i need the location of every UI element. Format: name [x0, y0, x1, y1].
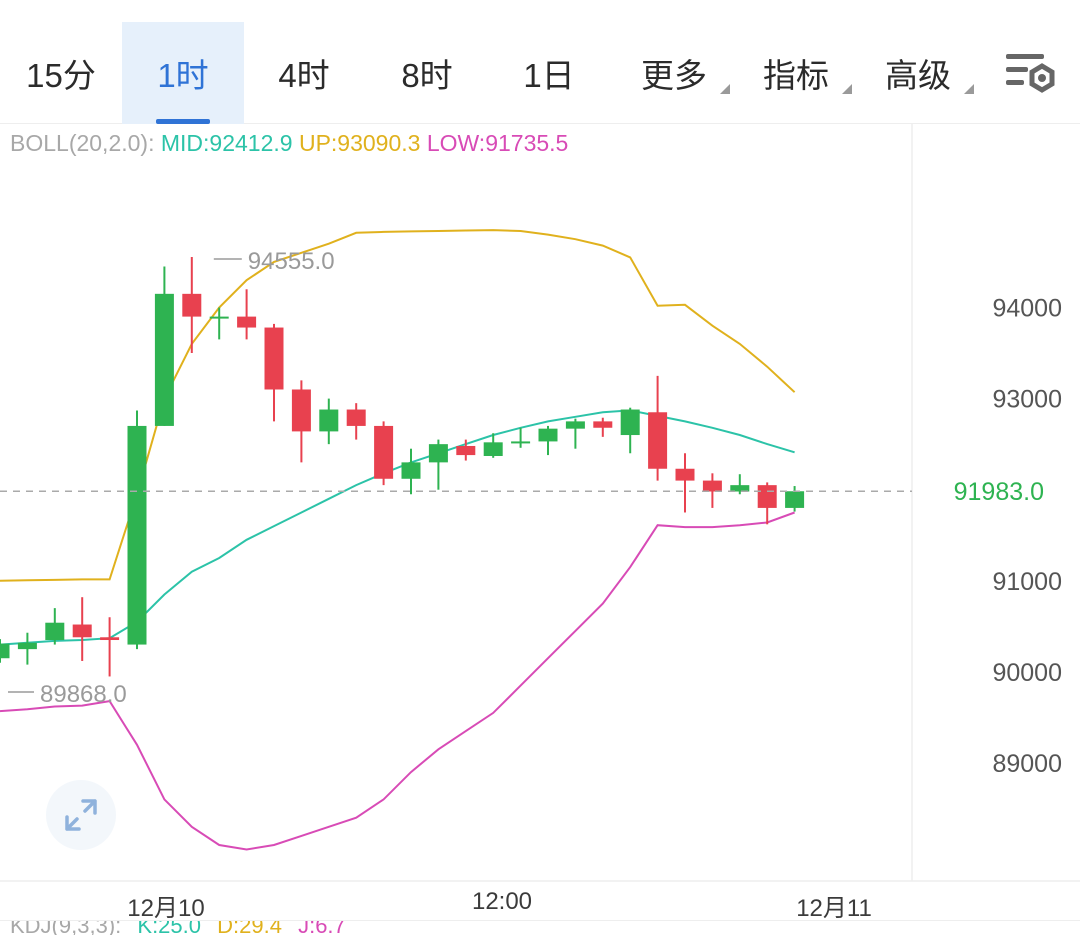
candle-body: [0, 643, 10, 659]
candle-body: [127, 425, 147, 645]
boll-up-value: UP:93090.3: [298, 130, 421, 156]
candle-body: [538, 428, 558, 442]
candle-body: [374, 425, 394, 479]
x-axis-tick: 12月10: [127, 895, 205, 922]
tab-15min[interactable]: 15分: [0, 22, 122, 124]
candle-body: [264, 327, 284, 390]
tab-advanced[interactable]: 高级: [868, 22, 974, 124]
candle-body: [237, 316, 257, 328]
candle-body: [428, 444, 448, 463]
dropdown-triangle-icon: [964, 84, 974, 94]
chart-settings-icon[interactable]: [1000, 48, 1060, 100]
boll-mid-value: MID:92412.9: [160, 130, 293, 156]
tab-label: 8时: [401, 57, 453, 94]
candle-body: [291, 389, 311, 432]
y-axis-tick: 89000: [992, 750, 1062, 778]
high-price-annotation: 94555.0: [248, 248, 335, 275]
tab-label: 1日: [523, 57, 575, 94]
tab-label: 高级: [885, 57, 951, 94]
tab-1hour[interactable]: 1时: [122, 22, 244, 124]
expand-arrows-icon: [65, 799, 97, 831]
timeframe-toolbar: 15分 1时 4时 8时 1日 更多 指标 高级: [0, 0, 1080, 124]
candle-body: [154, 293, 174, 426]
candle-body: [675, 468, 695, 481]
candlestick-chart[interactable]: 94000 93000 91000 90000 89000 91983.0 94555.0 8…: [0, 124, 1080, 920]
tab-8hour[interactable]: 8时: [366, 22, 488, 124]
tab-indicators[interactable]: 指标: [746, 22, 852, 124]
y-axis-tick: 90000: [992, 659, 1062, 687]
last-price-label: 91983.0: [954, 478, 1044, 506]
kdj-indicator-name: KDJ(9,3,3):: [10, 920, 122, 935]
candle-body: [209, 316, 229, 319]
low-price-annotation: 89868.0: [40, 681, 127, 708]
candle-body: [511, 441, 531, 444]
candle-body: [182, 293, 202, 317]
candle-body: [702, 480, 722, 492]
boll-low-line: [0, 511, 795, 851]
boll-legend: BOLL(20,2.0): MID:92412.9 UP:93090.3 LOW…: [10, 130, 568, 157]
candle-body: [17, 642, 37, 650]
candle-body: [45, 622, 65, 641]
tab-more[interactable]: 更多: [624, 22, 730, 124]
boll-indicator-name: BOLL(20,2.0):: [10, 130, 155, 156]
tab-label: 4时: [278, 57, 330, 94]
kdj-legend: KDJ(9,3,3): K:25.0 D:29.4 J:6.7: [10, 920, 346, 935]
tab-label: 1时: [157, 57, 209, 94]
x-axis-tick: 12月11: [796, 895, 872, 922]
dropdown-triangle-icon: [842, 84, 852, 94]
candle-body: [319, 409, 339, 432]
candle-body: [593, 421, 613, 428]
boll-up-line: [0, 229, 796, 582]
candle-body: [730, 485, 750, 492]
candle-body: [620, 409, 640, 436]
candle-body: [565, 421, 585, 429]
boll-low-value: LOW:91735.5: [426, 130, 569, 156]
kdj-j-value: J:6.7: [298, 920, 346, 935]
kdj-k-value: K:25.0: [137, 920, 201, 935]
y-axis-tick: 94000: [992, 295, 1062, 323]
candle-body: [483, 442, 503, 456]
candle-body: [346, 409, 366, 426]
candle-body: [785, 491, 805, 508]
tab-label: 指标: [763, 57, 829, 94]
expand-chart-button[interactable]: [46, 780, 116, 850]
tab-label: 15分: [26, 57, 96, 94]
boll-mid-line: [0, 409, 795, 646]
candle-body: [456, 445, 476, 456]
tab-1day[interactable]: 1日: [488, 22, 610, 124]
dropdown-triangle-icon: [720, 84, 730, 94]
kdj-d-value: D:29.4: [217, 920, 282, 935]
y-axis-tick: 93000: [992, 386, 1062, 414]
kdj-panel: KDJ(9,3,3): K:25.0 D:29.4 J:6.7: [0, 920, 1080, 935]
y-axis-tick: 91000: [992, 568, 1062, 596]
candle-body: [100, 637, 120, 641]
tab-4hour[interactable]: 4时: [244, 22, 364, 124]
candle-body: [757, 485, 777, 508]
tab-label: 更多: [641, 57, 707, 94]
candle-body: [72, 624, 92, 638]
candle-body: [648, 412, 668, 469]
candle-body: [401, 462, 421, 479]
x-axis-tick: 12:00: [471, 888, 533, 915]
